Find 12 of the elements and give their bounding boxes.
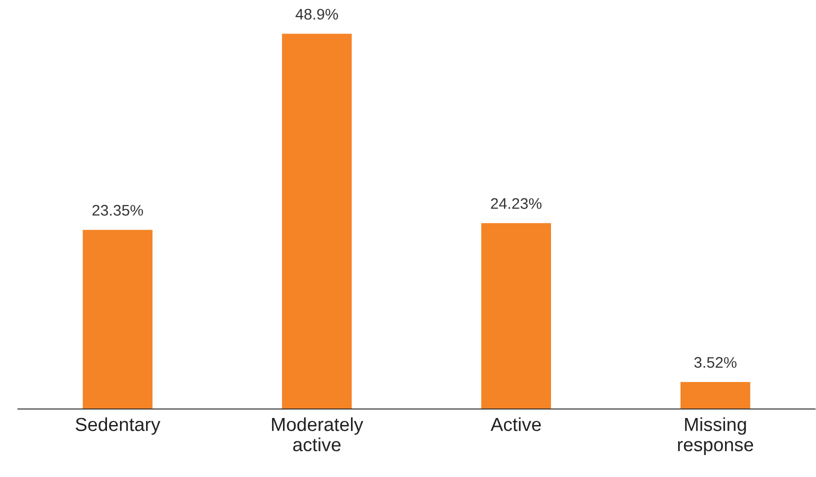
bar: [680, 382, 750, 409]
bar: [282, 34, 352, 409]
x-tick-label: Active: [490, 417, 541, 432]
data-label: 3.52%: [694, 357, 736, 368]
x-tick-label: Moderately active: [272, 417, 364, 452]
x-tick-label: Missing response: [678, 417, 754, 456]
bar: [481, 223, 551, 409]
data-label: 48.9%: [296, 8, 338, 20]
x-tick-label: Sedentary: [76, 417, 160, 435]
data-label: 24.23%: [490, 198, 542, 209]
data-label: 23.35%: [92, 204, 143, 216]
bar: [82, 230, 152, 409]
